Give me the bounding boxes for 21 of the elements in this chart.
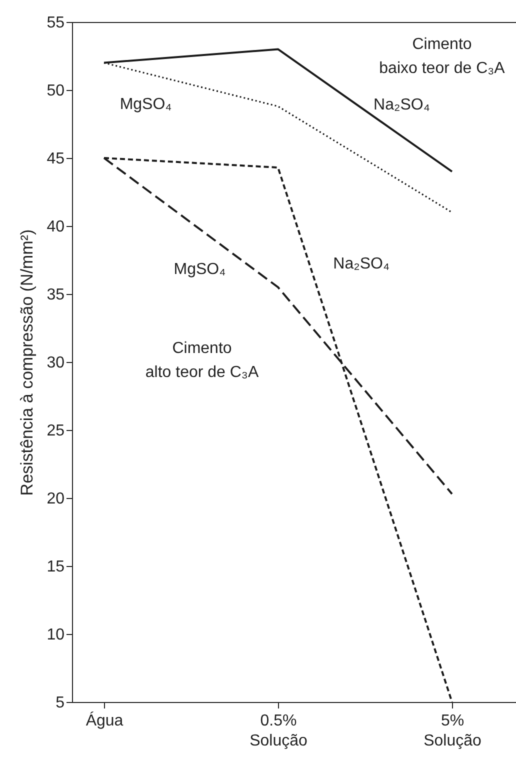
annotation: Cimento baixo teor de C₃A <box>379 36 506 77</box>
y-tick-label: 5 <box>56 694 65 712</box>
series-label: Na₂SO₄ <box>374 96 430 114</box>
x-tick-label: 5% Solução <box>424 712 482 750</box>
y-tick-label: 45 <box>46 150 65 168</box>
series-label: MgSO₄ <box>120 96 172 114</box>
series-label: Na₂SO₄ <box>333 256 390 273</box>
x-tick-label: 0.5% Solução <box>250 712 308 750</box>
series-label: MgSO₄ <box>174 261 226 278</box>
y-tick-label: 50 <box>46 82 65 100</box>
y-tick-label: 55 <box>46 14 65 32</box>
y-tick-label: 35 <box>46 286 65 304</box>
y-axis-title: Resistência à compressão (N/mm²) <box>18 229 37 496</box>
annotation: Cimento alto teor de C₃A <box>145 340 259 381</box>
y-tick-label: 20 <box>46 490 65 508</box>
x-tick-label: Água <box>86 712 124 730</box>
y-tick-label: 10 <box>46 626 65 644</box>
y-tick-label: 30 <box>46 354 65 372</box>
y-tick-label: 15 <box>46 558 65 576</box>
y-tick-label: 40 <box>46 218 65 236</box>
y-tick-label: 25 <box>46 422 65 440</box>
